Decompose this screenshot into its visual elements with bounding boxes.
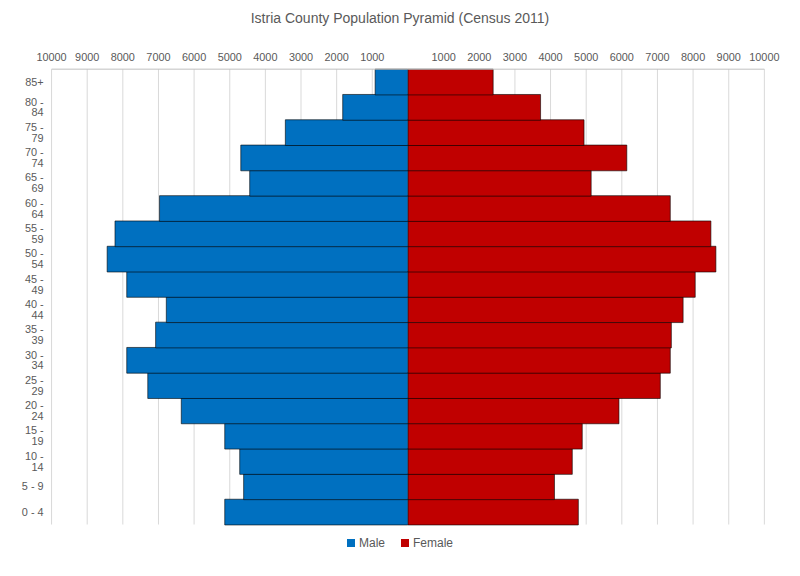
svg-text:20 -24: 20 -24 [25, 399, 44, 422]
svg-text:9000: 9000 [75, 51, 99, 63]
svg-text:5000: 5000 [218, 51, 242, 63]
html-text:Istria County Population Pyram: Istria County Population Pyramid (Census… [250, 10, 550, 26]
svg-text:80 -84: 80 -84 [25, 96, 44, 119]
svg-text:4000: 4000 [538, 51, 562, 63]
html-text:Female: Female [413, 536, 453, 550]
svg-text:10 -14: 10 -14 [25, 450, 44, 473]
svg-text:15 -19: 15 -19 [25, 424, 44, 447]
svg-text:70 -74: 70 -74 [25, 146, 44, 169]
svg-text:25 -29: 25 -29 [25, 374, 44, 397]
svg-text:5 - 9: 5 - 9 [22, 480, 44, 492]
svg-text:35 -39: 35 -39 [25, 323, 44, 346]
svg-text:45 -49: 45 -49 [25, 273, 44, 296]
svg-text:10000: 10000 [749, 51, 779, 63]
svg-text:3000: 3000 [289, 51, 313, 63]
svg-text:30 -34: 30 -34 [25, 349, 44, 372]
svg-text:8000: 8000 [681, 51, 705, 63]
svg-text:10000: 10000 [36, 51, 66, 63]
svg-text:65 -69: 65 -69 [25, 171, 44, 194]
svg-text:6000: 6000 [610, 51, 634, 63]
svg-text:50 -54: 50 -54 [25, 247, 44, 270]
svg-text:55 -59: 55 -59 [25, 222, 44, 245]
svg-text:4000: 4000 [253, 51, 277, 63]
svg-text:7000: 7000 [645, 51, 669, 63]
svg-text:60 -64: 60 -64 [25, 197, 44, 220]
svg-text:5000: 5000 [574, 51, 598, 63]
svg-text:2000: 2000 [325, 51, 349, 63]
svg-text:0 - 4: 0 - 4 [22, 506, 44, 518]
svg-text:9000: 9000 [717, 51, 741, 63]
svg-text:6000: 6000 [182, 51, 206, 63]
svg-text:40 -44: 40 -44 [25, 298, 44, 321]
svg-text:1000: 1000 [360, 51, 384, 63]
svg-text:7000: 7000 [146, 51, 170, 63]
html-text:Male: Male [359, 536, 385, 550]
svg-text:75 -79: 75 -79 [25, 121, 44, 144]
svg-text:1000: 1000 [431, 51, 455, 63]
svg-text:3000: 3000 [503, 51, 527, 63]
svg-text:2000: 2000 [467, 51, 491, 63]
svg-text:8000: 8000 [111, 51, 135, 63]
svg-text:85+: 85+ [25, 76, 43, 88]
